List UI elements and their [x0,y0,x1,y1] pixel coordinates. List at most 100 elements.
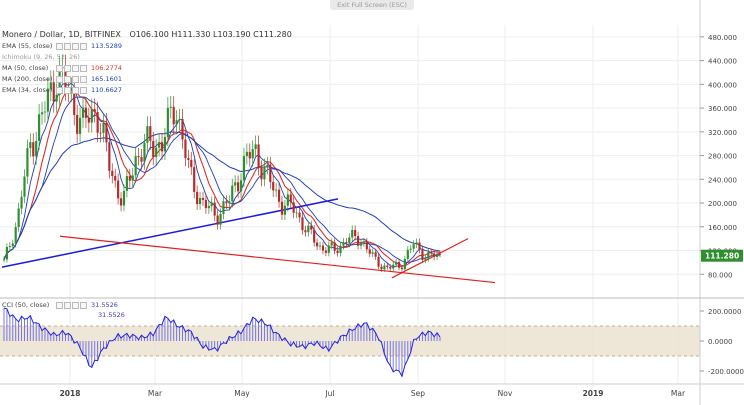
ma50-line [3,87,441,267]
candle-body [84,107,88,118]
candle-body [32,142,35,157]
candle-body [286,194,289,206]
candle-body [395,262,398,265]
indicator-name: MA (50, close) [2,64,49,72]
close-icon[interactable] [72,65,79,72]
candle-body [257,144,260,168]
candle-body [196,191,199,205]
candle-body [427,252,430,259]
candle-body [374,252,377,257]
candle-body [362,241,366,243]
candle-body [389,266,392,269]
candle-body [46,89,49,112]
candle-body [26,148,29,177]
cci-line [3,307,441,378]
candle-body [371,252,374,254]
candle-body [76,115,79,134]
indicator-value: 106.2774 [91,64,123,72]
candle-body [283,205,287,215]
candle-body [421,249,424,260]
time-tick-label: 2019 [583,389,604,398]
eye-icon[interactable] [56,43,63,50]
candle-body [219,213,222,225]
candle-body [430,252,433,254]
indicator-row-ema55[interactable]: EMA (55, close) 113.5289 [2,41,122,52]
indicator-row-ichimoku[interactable]: Ichimoku (9, 26, 52, 26) [2,52,80,63]
candle-body [415,242,418,245]
candle-body [304,230,307,233]
candle-body [330,242,333,246]
more-icon[interactable] [80,87,87,94]
candle-body [386,265,389,267]
close-icon[interactable] [72,87,79,94]
candle-body [424,258,427,260]
candle-body [178,119,181,121]
candle-body [207,205,210,209]
time-tick-label: Mar [148,389,163,398]
candle-body [277,189,281,202]
candle-body [313,229,316,243]
candle-body [5,246,9,260]
candle-body [93,109,96,113]
red-rising-trendline [391,238,469,279]
red-support-trendline [59,235,496,284]
close-icon[interactable] [72,76,79,83]
eye-icon[interactable] [56,76,63,83]
candle-body [181,119,184,140]
candle-body [272,181,275,191]
indicator-row-ma50[interactable]: MA (50, close) 106.2774 [2,63,122,74]
time-tick-label: Mar [671,389,686,398]
settings-icon[interactable] [64,302,71,309]
candle-body [356,236,360,246]
candle-body [409,248,412,250]
candle-body [263,166,266,180]
price-tick-label: 480.000 [708,34,737,42]
eye-icon[interactable] [56,302,63,309]
eye-icon[interactable] [56,87,63,94]
last-price-text: 111.280 [705,252,739,261]
more-icon[interactable] [80,65,87,72]
candle-body [216,215,219,225]
settings-icon[interactable] [64,43,71,50]
candle-body [38,114,41,141]
candle-body [242,156,246,181]
candle-body [307,225,310,233]
indicator-row-ema34[interactable]: EMA (34, close) 110.6627 [2,85,122,96]
candle-body [105,122,108,143]
close-icon[interactable] [72,43,79,50]
indicator-name: EMA (34, close) [2,86,53,94]
eye-icon[interactable] [56,65,63,72]
indicator-name: CCI (50, close) [2,301,50,309]
settings-icon[interactable] [64,76,71,83]
candle-body [327,245,330,253]
candle-body [292,202,295,213]
candle-body [78,117,82,134]
candle-body [122,190,126,206]
indicator-row-ma200[interactable]: MA (200, close) 165.1601 [2,74,122,85]
candle-body [73,88,76,116]
symbol-title: Monero / Dollar, 1D, BITFINEX [2,30,121,39]
price-tick-label: 80.000 [708,271,733,279]
candle-body [222,201,225,214]
candle-body [160,142,164,152]
candle-body [351,229,354,238]
candle-body [266,164,269,167]
candle-body [412,244,415,249]
candle-body [29,142,32,149]
candle-body [318,245,322,247]
indicator-row-cci[interactable]: CCI (50, close) 31.5526 [2,300,118,311]
more-icon[interactable] [80,302,87,309]
candle-body [87,117,90,123]
cci-band [0,326,700,356]
close-icon[interactable] [72,302,79,309]
settings-icon[interactable] [64,65,71,72]
more-icon[interactable] [80,76,87,83]
candle-body [169,106,172,108]
settings-icon[interactable] [64,87,71,94]
indicator-value: 165.1601 [91,75,123,83]
candle-body [49,82,52,90]
price-tick-label: 320.000 [708,129,737,137]
more-icon[interactable] [80,43,87,50]
exit-fullscreen-button[interactable]: Exit Full Screen (ESC) [330,0,414,10]
